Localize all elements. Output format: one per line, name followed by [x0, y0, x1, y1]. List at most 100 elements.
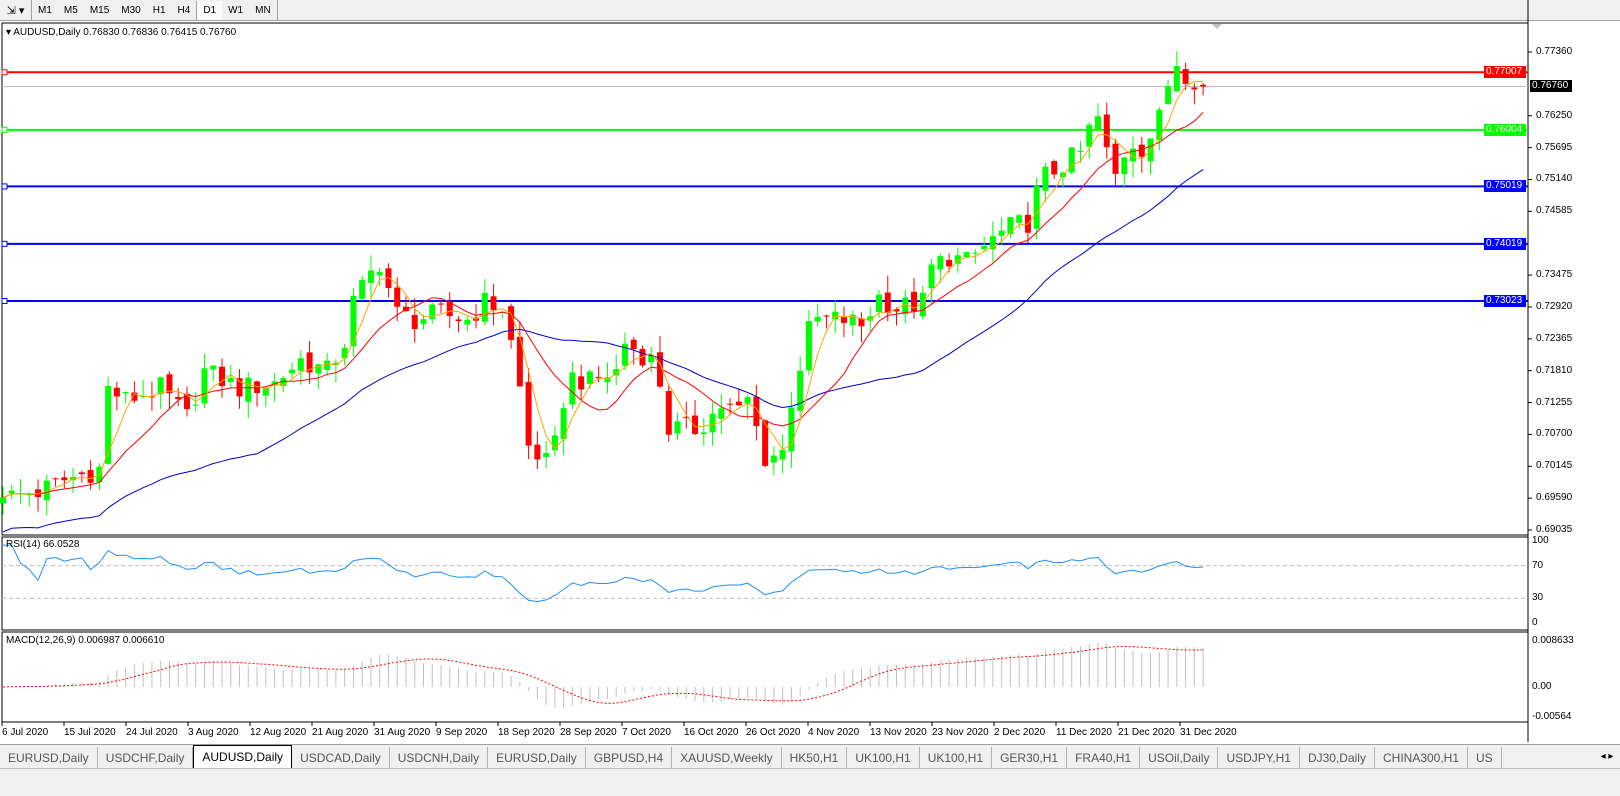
chart-tab[interactable]: GBPUSD,H4 — [586, 747, 673, 769]
date-label: 13 Nov 2020 — [870, 727, 927, 738]
bull-candle — [122, 391, 129, 394]
tab-scroll-arrows[interactable]: ◂ ▸ — [1594, 747, 1620, 767]
timeframe-m1[interactable]: M1 — [38, 4, 52, 16]
bull-candle — [227, 378, 234, 382]
chart-tab[interactable]: XAUUSD,Weekly — [672, 747, 782, 769]
chart-tab[interactable]: FRA40,H1 — [1067, 747, 1141, 769]
bull-candle — [876, 294, 882, 312]
chart-tab[interactable]: UK100,H1 — [920, 747, 993, 769]
bear-candle — [131, 392, 138, 401]
chart-tab[interactable]: USDJPY,H1 — [1218, 747, 1300, 769]
bull-candle — [324, 360, 331, 370]
chart-tabs: EURUSD,Daily USDCHF,Daily AUDUSD,Daily USDC… — [0, 744, 1620, 769]
bear-candle — [219, 366, 225, 387]
rsi-panel-frame — [1, 536, 1529, 631]
bull-candle — [543, 453, 550, 458]
bull-candle — [560, 408, 567, 440]
bear-candle — [727, 403, 734, 405]
bull-candle — [709, 413, 716, 433]
bear-candle — [630, 339, 637, 350]
bear-candle — [1191, 87, 1198, 90]
bear-candle — [516, 336, 523, 387]
bull-candle — [1016, 215, 1023, 223]
chart-tab[interactable]: HK50,H1 — [782, 747, 848, 769]
bull-candle — [551, 435, 558, 451]
bull-candle — [350, 295, 357, 347]
chart-tab[interactable]: USDCNH,Daily — [390, 747, 489, 769]
chevron-left-icon[interactable]: ◂ — [1600, 751, 1606, 762]
timeframe-d1[interactable]: D1 — [196, 0, 223, 20]
bear-candle — [578, 376, 585, 390]
rsi-tick-label: 30 — [1532, 592, 1544, 604]
timeframe-m15[interactable]: M15 — [89, 4, 110, 16]
ma-slow-line — [2, 169, 1204, 533]
chart-tab[interactable]: USOil,Daily — [1140, 747, 1219, 769]
bear-candle — [884, 292, 891, 313]
bull-candle — [981, 245, 988, 250]
chart-tab[interactable]: AUDUSD,Daily — [193, 745, 293, 769]
chart-tab[interactable]: USDCAD,Daily — [292, 747, 390, 769]
chart-tab[interactable]: DJ30,Daily — [1300, 747, 1375, 769]
chart-tab[interactable]: CHINA300,H1 — [1375, 747, 1469, 769]
bull-candle — [1156, 109, 1163, 141]
date-label: 21 Aug 2020 — [312, 727, 369, 738]
bear-candle — [525, 382, 532, 446]
ma-fast-line — [2, 80, 1204, 499]
level-handle — [1, 183, 8, 190]
bear-candle — [306, 352, 313, 373]
level-price-label: 0.75019 — [1484, 180, 1526, 193]
bear-candle — [665, 391, 672, 435]
bull-candle — [26, 494, 33, 496]
chart-tab[interactable]: UK100,H1 — [847, 747, 920, 769]
bear-candle — [61, 477, 68, 481]
timeframe-m30[interactable]: M30 — [121, 4, 141, 16]
bull-candle — [105, 385, 112, 464]
current-price-label: 0.76760 — [1530, 80, 1572, 93]
bull-candle — [1095, 116, 1101, 131]
date-label: 23 Nov 2020 — [932, 727, 989, 738]
date-label: 15 Jul 2020 — [64, 727, 116, 738]
timeframe-h4[interactable]: H4 — [177, 4, 191, 16]
bull-candle — [0, 497, 6, 504]
date-label: 18 Sep 2020 — [498, 727, 555, 738]
timeframe-mn[interactable]: MN — [255, 4, 271, 16]
tab-strip: EURUSD,Daily USDCHF,Daily AUDUSD,Daily USDC… — [0, 745, 1592, 769]
timeframe-h1[interactable]: H1 — [152, 4, 166, 16]
rsi-tick-label: 0 — [1532, 617, 1538, 628]
bull-candle — [1173, 66, 1180, 92]
timeframe-m5[interactable]: M5 — [63, 4, 78, 16]
drawing-tools-dropdown[interactable]: ⇲ ▾ — [0, 0, 32, 21]
bull-candle — [1130, 148, 1137, 162]
bull-candle — [245, 377, 252, 402]
timeframe-toolbar: ⇲ ▾ M1 M5 M15 M30 H1 H4 D1 W1 MN — [0, 0, 1620, 21]
bull-candle — [621, 343, 628, 366]
level-handle — [1, 240, 8, 247]
rsi-tick-label: 70 — [1532, 559, 1544, 571]
chart-title-text: AUDUSD,Daily 0.76830 0.76836 0.76415 0.7… — [13, 27, 237, 38]
chevron-right-icon[interactable]: ▸ — [1608, 751, 1614, 762]
date-label: 9 Sep 2020 — [436, 727, 488, 738]
chart-tab[interactable]: EURUSD,Daily — [488, 747, 586, 769]
bull-candle — [210, 365, 217, 370]
bull-candle — [867, 316, 874, 321]
price-tick-label: 0.69590 — [1536, 492, 1573, 504]
bear-candle — [166, 374, 173, 394]
timeframe-w1[interactable]: W1 — [228, 4, 244, 16]
bull-candle — [604, 377, 611, 383]
date-label: 24 Jul 2020 — [126, 727, 178, 738]
chart-tab[interactable]: EURUSD,Daily — [0, 747, 98, 769]
bull-candle — [201, 368, 208, 404]
chart-tab[interactable]: US — [1468, 747, 1502, 769]
bear-candle — [236, 378, 243, 397]
chart-canvas[interactable] — [0, 0, 1620, 744]
bear-candle — [455, 319, 462, 322]
bear-candle — [1200, 84, 1207, 87]
chart-tab[interactable]: USDCHF,Daily — [98, 747, 194, 769]
chart-shift-marker — [1212, 24, 1222, 29]
price-tick-label: 0.72920 — [1536, 300, 1573, 312]
rsi-tick-label: 100 — [1532, 535, 1549, 546]
bear-candle — [52, 478, 59, 480]
bull-candle — [849, 314, 856, 326]
chart-tab[interactable]: GER30,H1 — [992, 747, 1068, 769]
bull-candle — [420, 319, 427, 324]
